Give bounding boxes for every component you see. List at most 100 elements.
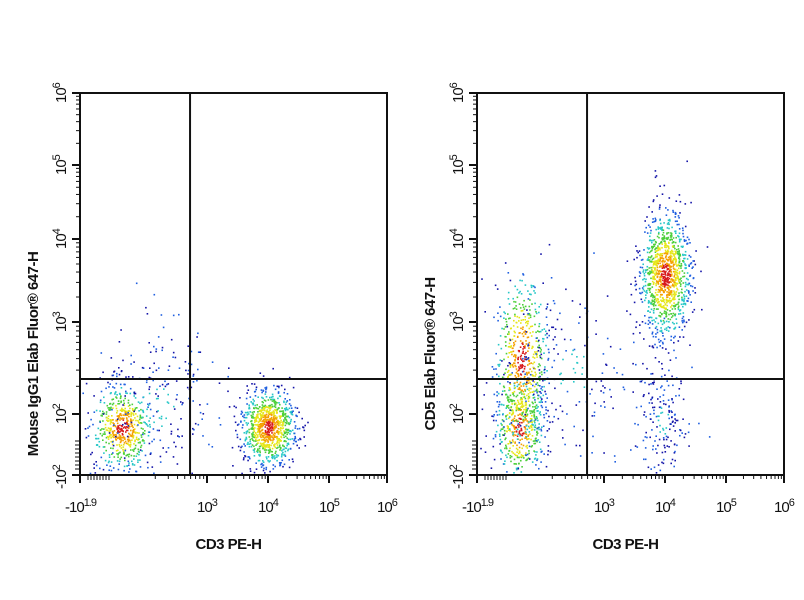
data-point — [247, 389, 250, 391]
data-point — [545, 330, 547, 333]
data-point — [537, 346, 539, 349]
data-point — [525, 402, 527, 404]
data-point — [538, 441, 541, 443]
data-point — [288, 407, 291, 410]
data-point — [542, 379, 544, 382]
data-point — [572, 367, 575, 370]
data-point — [128, 410, 131, 412]
data-point — [155, 397, 158, 400]
data-point — [650, 250, 652, 253]
data-point — [545, 406, 547, 409]
data-point — [537, 410, 539, 412]
data-point — [123, 451, 125, 454]
data-point — [534, 292, 536, 294]
data-point — [144, 430, 146, 432]
data-point — [538, 379, 541, 382]
data-point — [280, 462, 282, 464]
data-point — [269, 426, 271, 429]
data-point — [114, 391, 117, 394]
data-point — [535, 404, 538, 407]
data-point — [211, 446, 214, 448]
data-point — [153, 293, 156, 296]
data-point — [530, 418, 533, 420]
data-point — [286, 415, 288, 418]
data-point — [679, 429, 682, 432]
data-point — [253, 391, 256, 393]
data-point — [274, 406, 277, 409]
data-point — [635, 288, 637, 291]
data-point — [259, 425, 262, 428]
data-point — [294, 435, 296, 438]
data-point — [239, 397, 241, 399]
data-point — [674, 211, 677, 214]
data-point — [251, 444, 254, 446]
data-point — [263, 437, 266, 439]
data-point — [251, 426, 254, 429]
data-point — [533, 450, 535, 452]
data-point — [259, 451, 261, 454]
data-point — [274, 432, 276, 435]
data-point — [516, 407, 519, 409]
data-point — [507, 313, 509, 315]
data-point — [672, 312, 675, 315]
data-point — [273, 411, 275, 413]
data-point — [535, 354, 538, 356]
data-point — [122, 414, 125, 416]
data-point — [262, 412, 264, 415]
data-point — [265, 391, 267, 393]
data-point — [682, 312, 685, 314]
data-point — [525, 433, 528, 436]
data-point — [640, 292, 642, 295]
data-point — [510, 373, 512, 376]
data-point — [281, 459, 284, 462]
data-point — [252, 398, 254, 401]
data-point — [507, 399, 510, 402]
data-point — [645, 278, 647, 281]
data-point — [658, 406, 661, 409]
data-point — [174, 356, 177, 359]
data-point — [116, 460, 119, 462]
data-point — [498, 433, 501, 436]
data-point — [504, 372, 506, 374]
data-point — [671, 398, 673, 401]
data-point — [521, 309, 524, 312]
data-point — [673, 296, 676, 298]
data-point — [665, 270, 667, 273]
data-point — [503, 317, 505, 319]
data-point — [509, 373, 512, 376]
data-point — [113, 387, 116, 389]
data-point — [514, 434, 517, 436]
data-point — [249, 438, 252, 441]
data-point — [278, 407, 280, 409]
data-point — [257, 459, 260, 462]
data-point — [646, 259, 649, 261]
data-point — [119, 437, 122, 439]
data-point — [267, 423, 270, 425]
data-point — [537, 330, 539, 332]
data-point — [139, 459, 141, 461]
data-point — [277, 391, 280, 393]
data-point — [666, 296, 668, 298]
data-point — [265, 411, 268, 413]
data-point — [525, 351, 527, 354]
data-point — [263, 439, 266, 442]
data-point — [515, 368, 518, 370]
data-point — [173, 405, 175, 408]
data-point — [678, 305, 680, 308]
data-point — [261, 445, 264, 448]
data-point — [543, 453, 545, 455]
data-point — [522, 326, 524, 328]
data-point — [538, 401, 541, 403]
data-point — [264, 433, 267, 436]
data-point — [264, 426, 267, 428]
data-point — [682, 232, 684, 235]
data-point — [550, 277, 553, 279]
data-point — [272, 419, 274, 422]
data-point — [689, 242, 691, 244]
data-point — [661, 243, 663, 245]
data-point — [278, 446, 281, 448]
data-point — [660, 226, 662, 229]
data-point — [500, 450, 502, 452]
data-point — [266, 416, 268, 418]
data-point — [647, 287, 649, 290]
